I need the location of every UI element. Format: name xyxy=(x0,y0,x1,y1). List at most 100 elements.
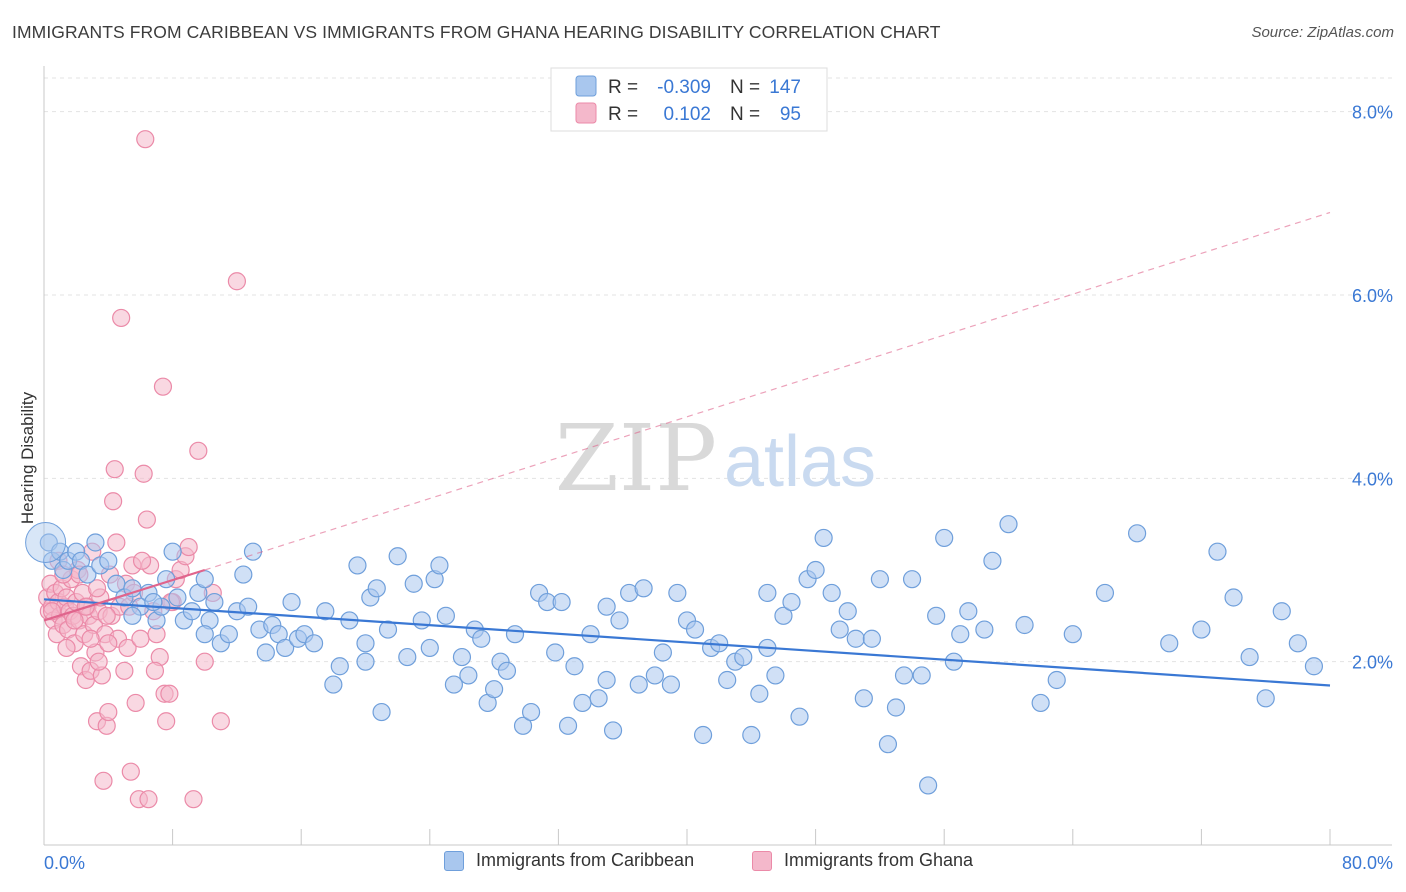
y-tick-label-1: 4.0% xyxy=(1352,469,1393,489)
ghana-points xyxy=(38,130,246,809)
caribbean-point xyxy=(1127,524,1147,543)
caribbean-point xyxy=(195,570,214,589)
ghana-point xyxy=(112,308,131,328)
caribbean-point xyxy=(790,707,809,726)
x-tick-label-max: 80.0% xyxy=(1342,853,1393,873)
caribbean-point xyxy=(324,675,343,694)
ghana-point xyxy=(57,638,76,658)
ghana-point xyxy=(153,377,173,396)
y-tick-label-3: 8.0% xyxy=(1352,103,1393,123)
caribbean-point xyxy=(634,579,653,598)
caribbean-point xyxy=(645,666,664,685)
caribbean-point xyxy=(610,611,629,630)
caribbean-point xyxy=(404,574,423,593)
series-legend: Immigrants from Caribbean Immigrants fro… xyxy=(0,850,1406,880)
watermark-atlas: atlas xyxy=(724,422,876,502)
ghana-point xyxy=(160,684,179,703)
y-tick-labels: 2.0% 4.0% 6.0% 8.0% xyxy=(1352,103,1393,673)
ghana-point xyxy=(126,693,145,713)
caribbean-point xyxy=(774,606,793,625)
caribbean-point xyxy=(999,515,1018,534)
caribbean-point xyxy=(256,643,275,662)
legend-swatch-caribbean xyxy=(575,75,597,97)
caribbean-point xyxy=(734,647,753,667)
legend-item-ghana[interactable]: Immigrants from Ghana xyxy=(752,850,973,871)
caribbean-point xyxy=(862,629,881,648)
legend-label-ghana: Immigrants from Ghana xyxy=(784,850,974,870)
caribbean-point xyxy=(168,588,187,607)
ghana-point xyxy=(189,441,208,460)
caribbean-point xyxy=(182,602,201,621)
caribbean-point xyxy=(959,602,978,621)
caribbean-trend-line xyxy=(43,598,1331,687)
ghana-point xyxy=(99,634,118,653)
legend-swatch-ghana xyxy=(575,102,597,124)
ghana-point xyxy=(157,712,176,731)
legend-label-caribbean: Immigrants from Caribbean xyxy=(476,850,695,870)
caribbean-point xyxy=(894,666,914,685)
legend-r-value-ghana: 0.102 xyxy=(663,104,711,125)
trend-lines xyxy=(43,211,1331,687)
caribbean-point xyxy=(1031,693,1050,713)
caribbean-point xyxy=(388,547,407,566)
legend-item-caribbean[interactable]: Immigrants from Caribbean xyxy=(444,850,694,871)
legend-n-label-ghana: N = xyxy=(730,104,760,125)
caribbean-point xyxy=(878,735,898,754)
caribbean-point xyxy=(99,551,118,570)
ghana-point xyxy=(145,661,165,680)
ghana-point xyxy=(105,460,124,479)
caribbean-point xyxy=(693,725,713,745)
caribbean-point xyxy=(472,629,491,648)
caribbean-point xyxy=(750,684,769,703)
caribbean-point xyxy=(1208,542,1227,561)
caribbean-point xyxy=(195,625,214,644)
ghana-point xyxy=(132,551,152,570)
ghana-trend-line xyxy=(43,568,206,622)
ghana-point xyxy=(179,537,198,557)
caribbean-point xyxy=(372,702,391,722)
ghana-trend-extension xyxy=(204,211,1331,571)
caribbean-point xyxy=(123,606,142,625)
caribbean-point xyxy=(1272,602,1291,621)
caribbean-point xyxy=(282,592,301,612)
legend-swatch-caribbean-bottom xyxy=(444,850,464,871)
caribbean-point xyxy=(367,579,386,598)
ghana-point xyxy=(195,652,214,671)
caribbean-point xyxy=(927,606,946,625)
caribbean-point xyxy=(1095,583,1115,603)
caribbean-point xyxy=(565,657,584,676)
caribbean-point xyxy=(239,597,258,616)
caribbean-point xyxy=(205,592,224,612)
ghana-point xyxy=(131,629,150,648)
caribbean-point xyxy=(830,620,849,639)
caribbean-point xyxy=(78,565,97,584)
ghana-point xyxy=(99,702,118,722)
caribbean-point xyxy=(1063,625,1082,644)
caribbean-point xyxy=(1015,615,1034,635)
caribbean-point xyxy=(935,528,954,548)
ghana-point xyxy=(94,771,113,790)
watermark-zip: ZIP xyxy=(555,405,717,512)
caribbean-point xyxy=(886,698,906,717)
caribbean-point xyxy=(412,611,431,630)
caribbean-point xyxy=(86,533,105,552)
caribbean-point xyxy=(653,643,672,662)
y-axis-label: Hearing Disability xyxy=(18,391,37,524)
caribbean-point xyxy=(718,670,737,690)
caribbean-point xyxy=(505,625,525,644)
caribbean-point xyxy=(983,551,1002,570)
caribbean-point xyxy=(742,725,761,745)
caribbean-point xyxy=(573,693,592,713)
ghana-point xyxy=(104,492,123,511)
caribbean-point xyxy=(513,716,533,735)
caribbean-point xyxy=(581,625,600,644)
legend-n-value-caribbean: 147 xyxy=(769,77,801,98)
caribbean-point xyxy=(806,560,825,580)
caribbean-point xyxy=(356,634,375,653)
caribbean-point xyxy=(668,583,687,603)
caribbean-point xyxy=(444,675,464,694)
ghana-point xyxy=(136,130,155,149)
caribbean-point xyxy=(1160,634,1179,653)
caribbean-point xyxy=(452,647,472,667)
caribbean-point xyxy=(912,666,931,685)
